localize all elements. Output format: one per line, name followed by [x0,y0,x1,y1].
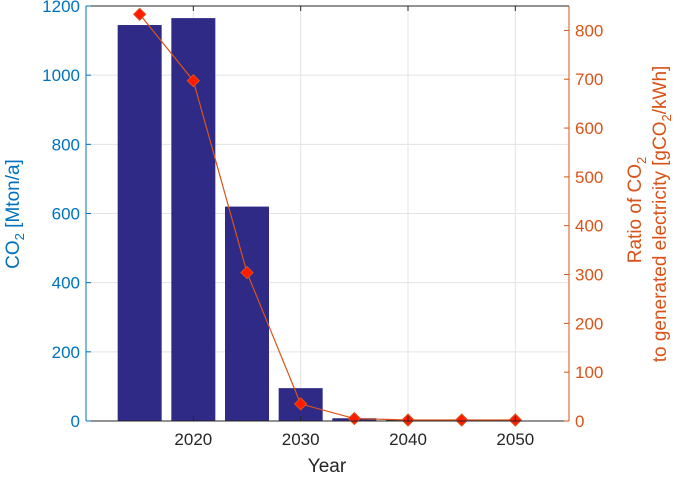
right-tick-label: 300 [575,266,603,285]
left-tick-label: 600 [52,205,80,224]
x-tick-label: 2030 [282,430,320,449]
right-tick-label: 0 [575,412,584,431]
left-tick-label: 1000 [42,66,80,85]
left-tick-label: 0 [71,412,80,431]
x-axis-label: Year [308,456,347,477]
ratio-marker [293,397,308,411]
x-tick-label: 2020 [174,430,212,449]
right-tick-label: 500 [575,168,603,187]
ratio-line [139,13,516,421]
left-axis-label: CO2 [Mton/a] [3,159,27,269]
x-tick-label: 2050 [496,430,534,449]
left-tick-label: 200 [52,343,80,362]
left-tick-label: 400 [52,274,80,293]
right-tick-label: 200 [575,314,603,333]
bar-series [117,18,538,422]
left-tick-label: 1200 [42,0,80,16]
ratio-line-series [132,7,523,427]
ratio-marker [454,413,469,427]
co2-bar [117,25,162,421]
right-tick-label: 800 [575,21,603,40]
right-tick-label: 100 [575,363,603,382]
co2-bar [224,206,270,421]
ratio-marker [186,73,201,88]
axes-frame [85,5,570,422]
x-tick-label: 2040 [389,430,427,449]
ratio-marker [132,7,147,22]
right-tick-label: 700 [575,70,603,89]
left-tick-label: 800 [52,135,80,154]
right-axis-label-line1: Ratio of CO2 [625,157,649,264]
tick-labels: 0 200 400 600 800 1000 1200 0 100 200 300 400 500 600… [42,0,603,449]
right-axis-label-line2: to generated electricity [gCO2/kWh] [650,66,674,363]
right-tick-label: 400 [575,217,603,236]
ratio-marker [240,265,254,280]
ratio-marker [347,411,362,426]
right-tick-label: 600 [575,119,603,138]
